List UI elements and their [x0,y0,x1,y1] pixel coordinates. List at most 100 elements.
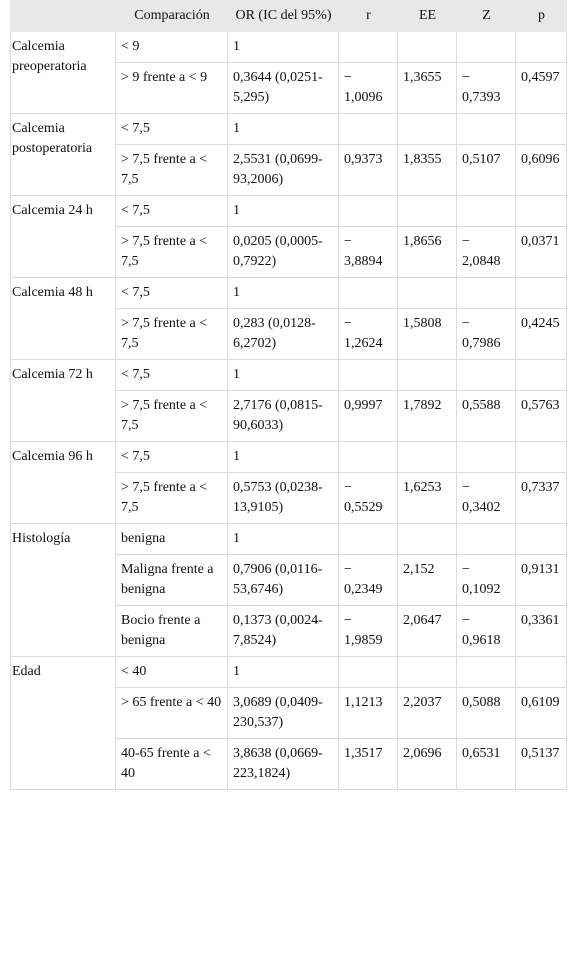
empty-cell [456,656,516,688]
table-cell: 1,6253 [397,472,457,524]
table-row: Edad < 40 1 [10,656,567,790]
table-cell: 0,9131 [515,554,567,606]
table-cell: 0,9373 [338,144,398,196]
table-cell: − 0,9618 [456,605,516,657]
table-row: > 7,5 frente a < 7,5 0,0205 (0,0005-0,792… [11,226,567,278]
table-cell: 0,4245 [515,308,567,360]
table-cell: 3,8638 (0,0669-223,1824) [227,738,339,790]
empty-cell [456,523,516,555]
group-label: Histología [10,523,116,657]
table-cell: − 0,7393 [456,62,516,114]
table-cell: 1,8355 [397,144,457,196]
empty-cell [456,195,516,227]
table-cell: 0,5753 (0,0238-13,9105) [227,472,339,524]
table-cell: Maligna frente a benigna [115,554,228,606]
table-row: 40-65 frente a < 40 3,8638 (0,0669-223,18… [11,738,567,790]
header-cell: OR (IC del 95%) [227,0,339,32]
table-cell: < 9 [115,31,228,63]
table-cell: 0,0371 [515,226,567,278]
table-cell: 1,7892 [397,390,457,442]
table-cell: − 0,2349 [338,554,398,606]
empty-cell [515,31,567,63]
table-cell: 0,0205 (0,0005-0,7922) [227,226,339,278]
table-cell: − 0,3402 [456,472,516,524]
table-cell: 0,9997 [338,390,398,442]
table-cell: 0,3644 (0,0251-5,295) [227,62,339,114]
table-cell: 1,3517 [338,738,398,790]
table-cell: 0,7906 (0,0116-53,6746) [227,554,339,606]
empty-cell [397,31,457,63]
empty-cell [515,523,567,555]
table-row: Calcemia 48 h < 7,5 1 [10,277,567,360]
group-label: Calcemia 24 h [10,195,116,278]
table-cell: 0,3361 [515,605,567,657]
table-cell: < 7,5 [115,113,228,145]
table-cell: 0,5088 [456,687,516,739]
table-cell: benigna [115,523,228,555]
table-row: > 7,5 frente a < 7,5 2,7176 (0,0815-90,60… [11,390,567,442]
empty-cell [515,441,567,473]
table-cell: − 2,0848 [456,226,516,278]
group-label: Calcemia postoperatoria [10,113,116,196]
table-cell: 0,5107 [456,144,516,196]
table-row: > 7,5 frente a < 7,5 0,5753 (0,0238-13,91… [11,472,567,524]
table-cell: − 1,9859 [338,605,398,657]
empty-cell [456,277,516,309]
empty-cell [515,277,567,309]
table-cell: > 65 frente a < 40 [115,687,228,739]
empty-cell [397,195,457,227]
table-cell: 2,5531 (0,0699-93,2006) [227,144,339,196]
group-label: Calcemia 72 h [10,359,116,442]
table-cell: 2,0647 [397,605,457,657]
empty-cell [515,359,567,391]
table-cell: 1,5808 [397,308,457,360]
table-row: Calcemia 24 h < 7,5 1 [10,195,567,278]
table-cell: 0,4597 [515,62,567,114]
table-cell: 0,283 (0,0128-6,2702) [227,308,339,360]
empty-cell [456,31,516,63]
table-cell: − 0,5529 [338,472,398,524]
header-cell: p [515,0,567,32]
table-row: Histología benigna 1 [10,523,567,657]
empty-cell [515,195,567,227]
empty-cell [338,523,398,555]
table-row: > 9 frente a < 9 0,3644 (0,0251-5,295) − 1… [11,62,567,114]
table-cell: 2,152 [397,554,457,606]
table-cell: Bocio frente a benigna [115,605,228,657]
table-cell: 1 [227,656,339,688]
table-cell: 1 [227,113,339,145]
empty-cell [338,113,398,145]
table-cell: − 1,0096 [338,62,398,114]
header-cell: Comparación [115,0,228,32]
table-cell: − 0,7986 [456,308,516,360]
table-cell: 1 [227,441,339,473]
table-row: Bocio frente a benigna 0,1373 (0,0024-7,8… [11,605,567,657]
table-cell: > 7,5 frente a < 7,5 [115,226,228,278]
empty-cell [397,277,457,309]
table-cell: 1 [227,195,339,227]
empty-cell [397,656,457,688]
header-cell: EE [397,0,457,32]
table-row: Calcemia postoperatoria < 7,5 1 [10,113,567,196]
table-cell: < 7,5 [115,359,228,391]
empty-cell [338,31,398,63]
table-cell: < 40 [115,656,228,688]
empty-cell [397,523,457,555]
table-cell: 2,0696 [397,738,457,790]
table-cell: 0,5763 [515,390,567,442]
table-cell: 1 [227,31,339,63]
table-cell: > 7,5 frente a < 7,5 [115,472,228,524]
table-cell: 0,6109 [515,687,567,739]
group-label: Calcemia 96 h [10,441,116,524]
table-row: Calcemia 72 h < 7,5 1 [10,359,567,442]
table-cell: > 9 frente a < 9 [115,62,228,114]
header-cell: r [338,0,398,32]
table-cell: 0,1373 (0,0024-7,8524) [227,605,339,657]
empty-cell [456,441,516,473]
empty-cell [338,359,398,391]
table-row: Calcemia 96 h < 7,5 1 [10,441,567,524]
empty-cell [397,113,457,145]
table-cell: 1 [227,359,339,391]
header-cell [10,0,116,32]
